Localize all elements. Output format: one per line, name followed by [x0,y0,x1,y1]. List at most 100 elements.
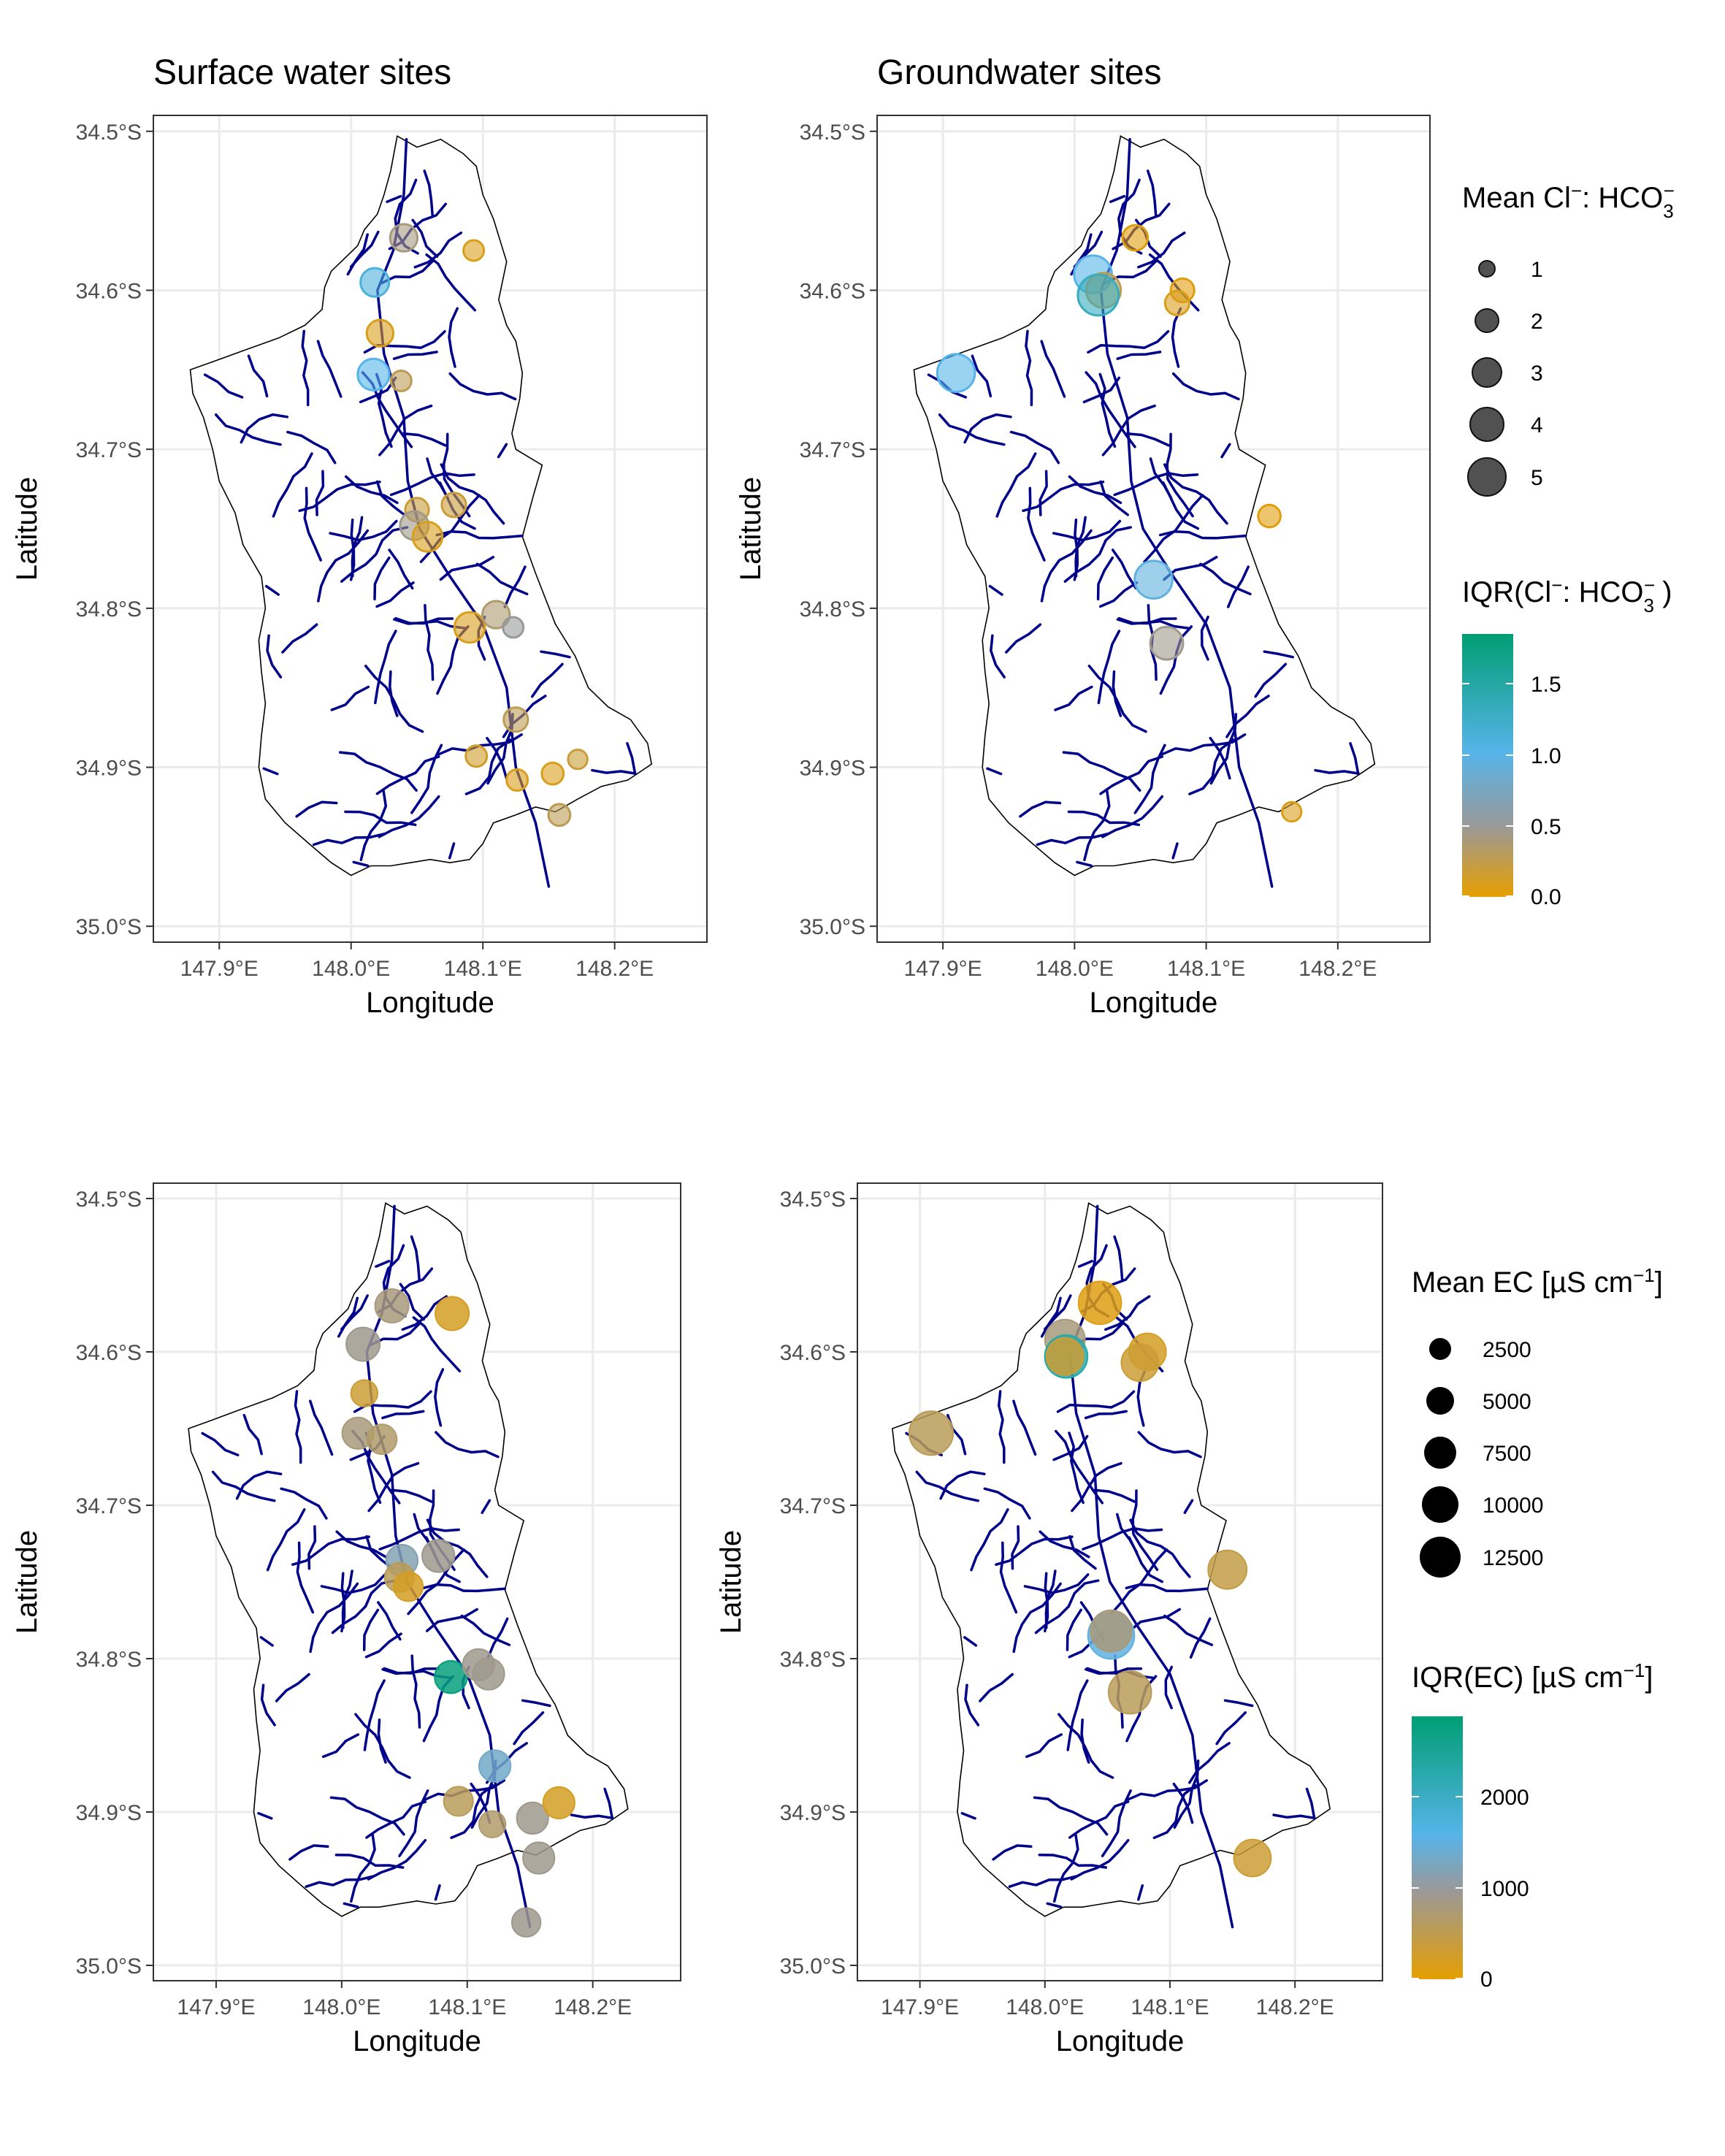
river-line [363,1679,386,1751]
river-line [964,1683,980,1727]
river-line [1263,650,1294,659]
river-line [1223,1699,1254,1708]
river-line [1101,404,1156,456]
river-line [1116,351,1162,360]
river-line [1046,1902,1063,1908]
y-tick-label: 34.5°S [780,1188,846,1212]
legend-color-cl-label-3: 0.5 [1531,815,1561,839]
legend-size-cl-key-1 [1478,260,1496,278]
river-line [963,413,1012,444]
river-line [1054,685,1093,711]
x-tick-label: 148.2°E [1256,1995,1334,2019]
river-line [486,1617,509,1659]
river-line [1111,548,1138,590]
river-line [247,354,269,398]
site-point [345,1326,381,1362]
site-point [1121,223,1150,252]
x-tick-label: 148.1°E [428,1995,506,2019]
site-point [908,1410,955,1456]
river-line [1074,516,1087,578]
river-line [1056,1390,1136,1413]
river-line [995,452,1037,518]
site-point [1163,289,1191,316]
river-line [1055,1429,1104,1505]
river-line [394,616,454,625]
y-axis-title: Latitude [11,477,43,581]
river-line [305,1875,375,1888]
river-line [1099,755,1164,795]
site-point [435,1296,470,1331]
legend-size-ec-key-2 [1426,1387,1454,1415]
legend-size-cl-label-1: 1 [1531,258,1543,282]
river-line [201,1431,240,1456]
river-line [1040,1296,1062,1338]
x-tick-label: 148.0°E [1006,1995,1084,2019]
y-tick-label: 35.0°S [76,915,142,939]
river-line [316,340,343,398]
river-line [1086,1667,1143,1675]
river-line [264,584,280,596]
site-point [464,744,489,768]
site-point [510,1907,542,1938]
legend-size-cl-label-3: 3 [1531,362,1543,386]
river-line [315,470,325,516]
legend-size-cl-label-2: 2 [1531,310,1543,334]
x-tick-label: 148.0°E [302,1995,380,2019]
legend-color-cl-title: IQR(Cl−: HCO3−) [1462,574,1672,616]
panel-border [153,115,708,943]
site-point [472,1657,505,1691]
river-line [1125,432,1171,447]
river-line [301,329,310,407]
x-tick-label: 147.9°E [881,1995,959,2019]
river-line [1163,463,1228,525]
river-line [1005,623,1042,654]
river-line [464,738,512,795]
river-line [1146,169,1158,217]
y-tick-label: 34.5°S [800,121,865,145]
river-line [999,1541,1018,1614]
legend-size-ec-key-5 [1420,1537,1461,1578]
river-line [1137,232,1186,269]
river-line [378,404,433,456]
panel-border [153,1182,681,1981]
y-tick-label: 34.6°S [76,1341,142,1365]
river-line [1200,615,1209,661]
site-point [1090,1609,1133,1653]
y-tick-label: 35.0°S [780,1954,846,1979]
river-line [1023,1573,1090,1594]
river-line [521,1699,551,1708]
legend-color-ec-title: IQR(EC) [µS cm−1] [1412,1659,1653,1694]
river-line [298,481,381,513]
y-tick-label: 34.7°S [76,438,142,462]
river-line [280,1487,328,1520]
y-tick-label: 34.7°S [76,1494,142,1518]
site-point [1233,1838,1272,1878]
river-line [1171,842,1179,860]
river-line [1097,630,1121,705]
site-point [478,1749,512,1783]
panel-title-surface: Surface water sites [153,53,451,92]
y-tick-label: 34.8°S [780,1648,846,1672]
river-line [296,1541,315,1614]
river-line [1025,329,1033,407]
y-tick-label: 34.7°S [800,438,865,462]
legend-color-cl-label-1: 1.5 [1531,673,1561,697]
site-point [540,761,565,786]
legend-size-cl-title: Mean Cl−: HCO3− [1462,180,1675,222]
site-point [366,1423,398,1456]
river-line [262,767,279,776]
river-line [1137,1884,1144,1901]
river-line [1040,529,1093,603]
river-line [1040,340,1066,398]
river-line [1052,1833,1079,1903]
river-line [603,1787,613,1819]
river-line [338,751,418,792]
river-line [1188,738,1235,795]
river-line [1099,480,1129,516]
legend-color-cl: IQR(Cl−: HCO3−) 1.5 1.0 0.5 0.0 [1462,574,1672,909]
river-line [329,1796,405,1836]
site-point [359,267,391,298]
y-tick-label: 34.9°S [76,1801,142,1825]
site-point [1207,1549,1248,1590]
river-line [383,1667,440,1675]
